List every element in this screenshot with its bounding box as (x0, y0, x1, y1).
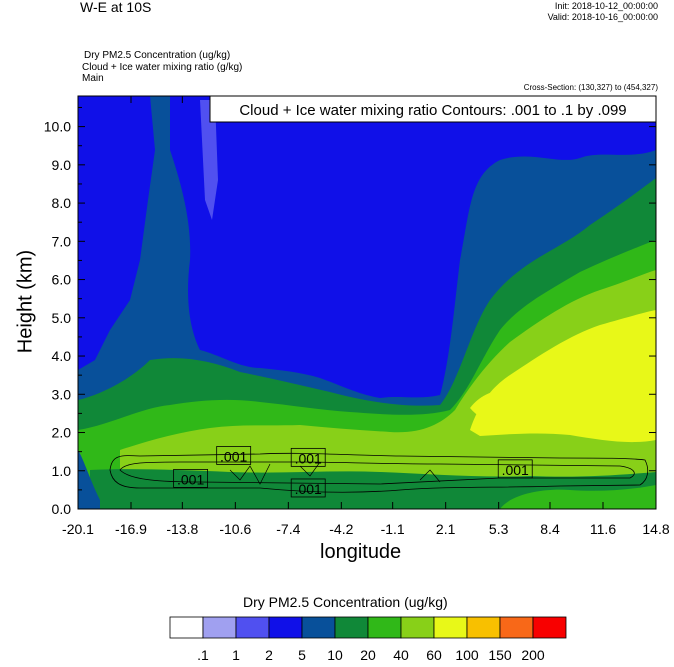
x-tick-label: -10.6 (219, 521, 251, 537)
colorbar-swatch (532, 616, 567, 639)
y-tick-label: 5.0 (52, 310, 72, 326)
field-band-40-60 (120, 270, 656, 509)
valid-time: Valid: 2018-10-16_00:00:00 (547, 12, 658, 22)
colorbar-label: 40 (393, 647, 409, 663)
colorbar-label: 200 (521, 647, 545, 663)
colorbar-swatch (301, 616, 336, 639)
field-band-2-5 (170, 96, 656, 398)
colorbar-label: 60 (426, 647, 442, 663)
colorbar-label: 5 (298, 647, 306, 663)
x-tick-label: 8.4 (540, 521, 560, 537)
y-tick-label: 8.0 (52, 195, 72, 211)
cross-section-label: Cross-Section: (130,327) to (454,327) (523, 83, 658, 92)
contour-title: Cloud + Ice water mixing ratio Contours:… (239, 102, 626, 119)
cloud-contour-outer (109, 452, 649, 493)
field-label-main: Main (82, 73, 104, 84)
y-axis-label: Height (km) (14, 249, 37, 354)
legend-title: Dry PM2.5 Concentration (ug/kg) (243, 594, 448, 610)
init-time: Init: 2018-10-12_00:00:00 (554, 1, 658, 11)
field-band-2-5-upper (78, 96, 155, 370)
x-tick-label: -4.2 (329, 521, 353, 537)
y-tick-label: 9.0 (52, 157, 72, 173)
contour-label-box (290, 478, 326, 498)
x-tick-label: 2.1 (436, 521, 456, 537)
y-tick-label: 3.0 (52, 386, 72, 402)
colorbar-swatch (433, 616, 468, 639)
colorbar-label: 10 (327, 647, 343, 663)
cloud-contour-inner (119, 461, 635, 485)
colorbar-swatch (268, 616, 303, 639)
colorbar-swatch (169, 616, 204, 639)
contour-label: .001 (177, 471, 204, 487)
y-tick-label: 1.0 (52, 463, 72, 479)
y-tick-label: 4.0 (52, 348, 72, 364)
field-band-5-10-surface (78, 450, 100, 509)
contour-label-box (497, 459, 533, 479)
colorbar-label: 100 (455, 647, 479, 663)
field-label-pm25: Dry PM2.5 Concentration (ug/kg) (84, 50, 231, 61)
contour-title-box: Cloud + Ice water mixing ratio Contours:… (209, 95, 657, 123)
y-tick-label: 0.0 (52, 501, 72, 517)
x-tick-label: -1.1 (381, 521, 405, 537)
x-tick-label: -13.8 (166, 521, 198, 537)
contour-label-box (290, 447, 326, 467)
contour-label: .001 (295, 450, 322, 466)
colorbar-swatch (400, 616, 435, 639)
field-band-60-100-b (470, 389, 521, 421)
colorbar-label: 20 (360, 647, 376, 663)
y-tick-label: 10.0 (44, 119, 71, 135)
y-tick-label: 6.0 (52, 272, 72, 288)
x-tick-label: 5.3 (489, 521, 509, 537)
contour-labels: .001 .001 .001 .001 .001 (173, 446, 533, 498)
contour-label: .001 (502, 462, 529, 478)
colorbar-swatch (235, 616, 270, 639)
main-title: W-E at 10S (80, 0, 152, 15)
contour-label: .001 (220, 448, 247, 464)
x-axis-label: longitude (320, 541, 402, 563)
x-tick-label: 14.8 (642, 521, 669, 537)
contour-label-box (173, 469, 209, 488)
field-band-1-2 (200, 100, 218, 220)
colorbar-swatch (367, 616, 402, 639)
plot-area (78, 96, 656, 509)
colorbar-legend: .1 1 2 5 10 20 40 60 100 150 200 (169, 616, 567, 663)
colorbar-swatch (466, 616, 501, 639)
contour-label-box (216, 446, 252, 465)
field-band-20-40-lower (500, 485, 656, 509)
colorbar-swatch (334, 616, 369, 639)
colorbar-label: 150 (488, 647, 512, 663)
colorbar-label: .1 (197, 647, 209, 663)
colorbar-swatch (202, 616, 237, 639)
field-label-cloud-ice: Cloud + Ice water mixing ratio (g/kg) (82, 62, 243, 73)
contour-label: .001 (295, 481, 322, 497)
colorbar-label: 2 (265, 647, 273, 663)
x-tick-label: -20.1 (62, 521, 94, 537)
x-tick-label: 11.6 (590, 521, 616, 537)
x-tick-label: -7.4 (276, 521, 300, 537)
y-axis: 0.0 1.0 2.0 3.0 4.0 5.0 6.0 7.0 8.0 9.0 10.0 (44, 106, 656, 517)
y-tick-label: 7.0 (52, 233, 72, 249)
colorbar-swatch (499, 616, 534, 639)
x-tick-label: -16.9 (115, 521, 147, 537)
y-tick-label: 2.0 (52, 425, 72, 441)
colorbar-label: 1 (232, 647, 240, 663)
